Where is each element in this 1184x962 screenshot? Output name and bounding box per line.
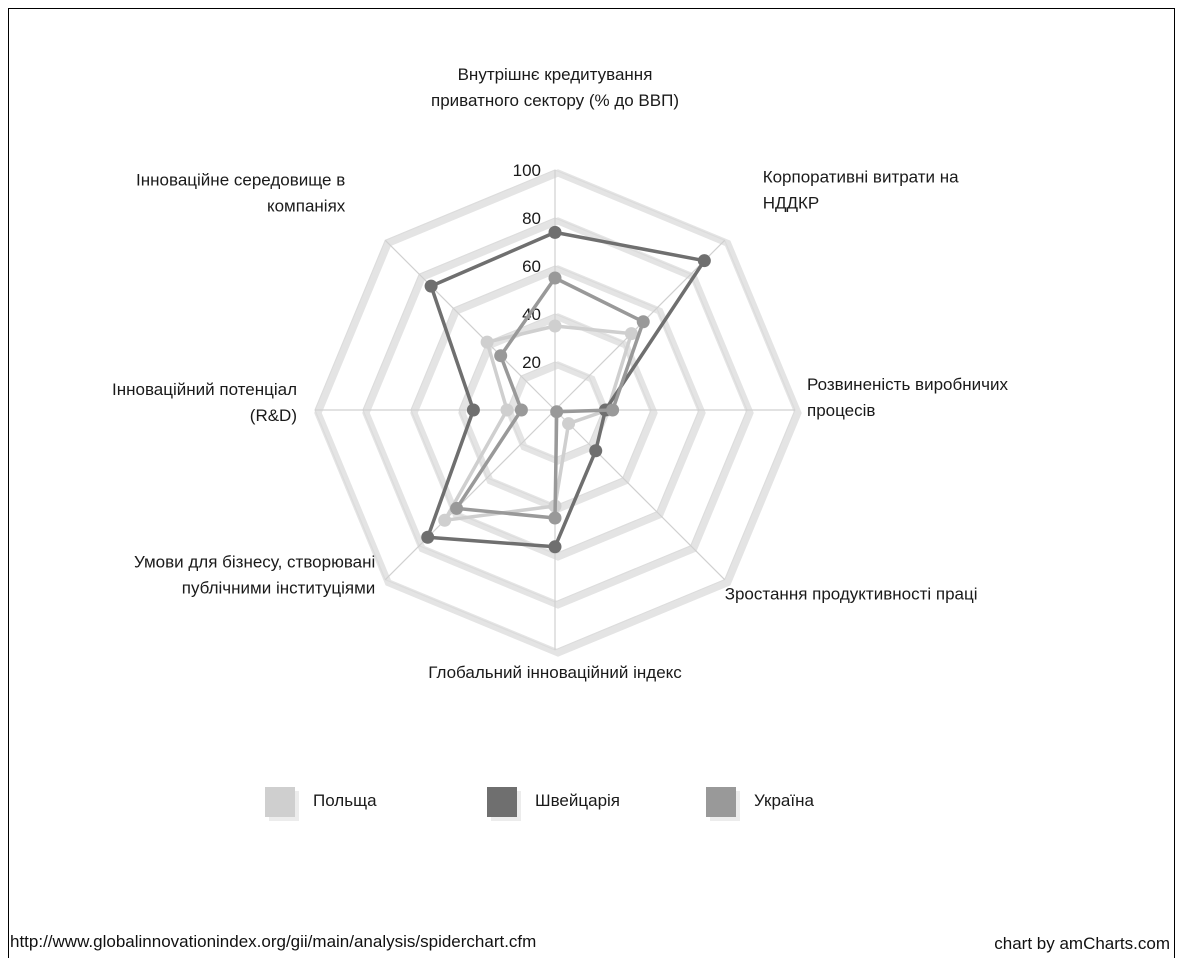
- data-point: [697, 254, 711, 268]
- data-point: [589, 444, 603, 458]
- chart-frame: [8, 8, 1175, 958]
- axis-label-line: НДДКР: [763, 193, 820, 212]
- axis-label-line: Зростання продуктивності праці: [725, 585, 978, 604]
- axis-label-line: Корпоративні витрати на: [763, 167, 959, 186]
- data-point: [438, 513, 452, 527]
- axis-label-line: Інноваційне середовище в: [136, 170, 345, 189]
- axis-label: Внутрішнє кредитування приватного сектору…: [431, 65, 679, 110]
- data-point: [624, 327, 638, 341]
- axis-spoke: [384, 239, 556, 411]
- source-url[interactable]: http://www.globalinnovationindex.org/gii…: [10, 932, 537, 951]
- data-point: [548, 540, 562, 554]
- grid-ring-shadow: [410, 265, 706, 561]
- axis-label: Зростання продуктивності праці: [725, 585, 978, 604]
- axis-label: Інноваційне середовище в компаніях: [136, 170, 346, 215]
- data-point: [500, 403, 514, 417]
- axis-label-line: Розвиненість виробничих: [807, 375, 1008, 394]
- data-point: [424, 279, 438, 293]
- axis-label-line: Умови для бізнесу, створювані: [134, 553, 375, 572]
- axis-label: Розвиненість виробничих процесів: [807, 375, 1008, 420]
- data-point: [548, 319, 562, 333]
- chart-credit[interactable]: chart by amCharts.com: [994, 934, 1170, 953]
- axis-label-line: Глобальний інноваційний індекс: [428, 663, 682, 682]
- grid-ring-shadow: [506, 361, 610, 465]
- legend-label: Україна: [754, 791, 814, 810]
- tick-label: 80: [522, 209, 541, 228]
- data-point: [606, 403, 620, 417]
- axis-label-line: компаніях: [267, 196, 346, 215]
- data-point: [466, 403, 480, 417]
- axis-label-line: Внутрішнє кредитування: [458, 65, 653, 84]
- axis-spoke: [384, 409, 556, 581]
- axis-label-line: публічними інституціями: [182, 579, 376, 598]
- axis-label: Корпоративні витрати на НДДКР: [763, 167, 959, 212]
- data-point: [480, 335, 494, 349]
- axis-spoke: [554, 409, 726, 581]
- legend-swatch: [706, 787, 736, 817]
- axis-label-line: приватного сектору (% до ВВП): [431, 91, 679, 110]
- axis-label-line: (R&D): [250, 406, 297, 425]
- data-point: [421, 530, 435, 544]
- data-point: [450, 501, 464, 515]
- legend-swatch: [487, 787, 517, 817]
- data-point: [548, 225, 562, 239]
- axis-label: Глобальний інноваційний індекс: [428, 663, 682, 682]
- legend-label: Польща: [313, 791, 377, 810]
- tick-label: 20: [522, 353, 541, 372]
- axis-label: Умови для бізнесу, створювані публічними …: [134, 553, 375, 598]
- data-point: [636, 315, 650, 329]
- legend-swatch: [265, 787, 295, 817]
- data-point: [514, 403, 528, 417]
- data-point: [494, 349, 508, 363]
- data-point: [548, 511, 562, 525]
- axis-label-line: процесів: [807, 401, 875, 420]
- grid-ring-shadow: [362, 217, 754, 609]
- axis-label-line: Інноваційний потенціал: [112, 380, 297, 399]
- data-point: [562, 417, 576, 431]
- legend-label: Швейцарія: [535, 791, 620, 810]
- grid-ring-shadow: [314, 169, 802, 657]
- tick-label: 100: [513, 161, 541, 180]
- axis-label: Інноваційний потенціал (R&D): [112, 380, 297, 425]
- data-point: [548, 271, 562, 285]
- tick-label: 60: [522, 257, 541, 276]
- data-point: [550, 405, 564, 419]
